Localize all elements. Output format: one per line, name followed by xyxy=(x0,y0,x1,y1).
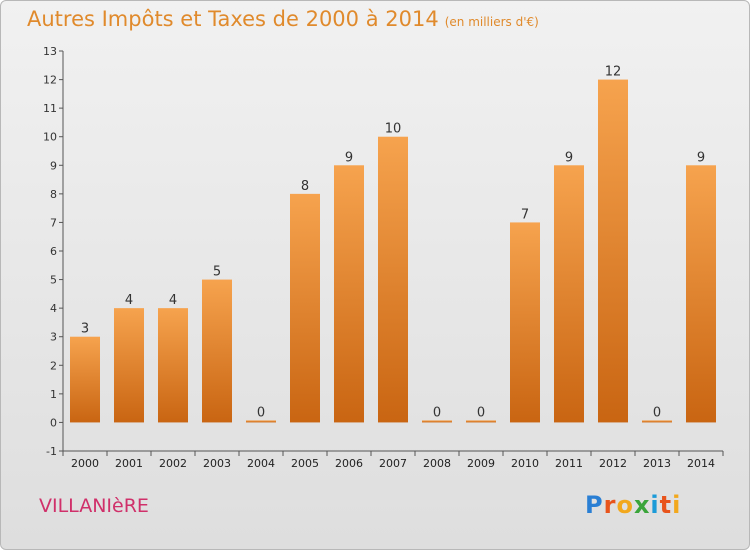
data-label: 0 xyxy=(477,405,485,420)
place-name: VILLANIèRE xyxy=(39,495,149,517)
chart-title: Autres Impôts et Taxes de 2000 à 2014 (en… xyxy=(27,7,539,31)
y-tick-label: 12 xyxy=(43,74,57,87)
x-tick-label: 2008 xyxy=(423,457,451,470)
x-tick-label: 2001 xyxy=(115,457,143,470)
x-tick-label: 2012 xyxy=(599,457,627,470)
y-tick-label: 5 xyxy=(50,274,57,287)
x-tick-label: 2007 xyxy=(379,457,407,470)
x-tick-label: 2011 xyxy=(555,457,583,470)
data-label: 5 xyxy=(213,265,221,280)
data-label: 10 xyxy=(385,122,402,137)
x-tick-label: 2009 xyxy=(467,457,495,470)
data-label: 0 xyxy=(257,405,265,420)
x-tick-label: 2003 xyxy=(203,457,231,470)
data-label: 4 xyxy=(169,293,177,308)
bar xyxy=(158,308,188,423)
title-text: Autres Impôts et Taxes de 2000 à 2014 xyxy=(27,7,439,31)
logo-letter: i xyxy=(650,491,660,519)
y-tick-label: 8 xyxy=(50,188,57,201)
proxiti-logo: Proxiti xyxy=(585,491,681,519)
logo-letter: r xyxy=(603,491,617,519)
data-label: 7 xyxy=(521,207,529,222)
unit-label: (en milliers d'€) xyxy=(444,15,539,29)
data-label: 12 xyxy=(605,65,622,80)
bar xyxy=(466,420,496,423)
bar xyxy=(246,420,276,423)
x-tick-label: 2004 xyxy=(247,457,275,470)
bar xyxy=(642,420,672,423)
data-label: 4 xyxy=(125,293,133,308)
y-tick-label: 10 xyxy=(43,131,57,144)
y-tick-label: 11 xyxy=(43,102,57,115)
bar xyxy=(202,279,232,423)
bar xyxy=(70,336,100,423)
bar xyxy=(114,308,144,423)
bar xyxy=(554,165,584,423)
x-tick-label: 2006 xyxy=(335,457,363,470)
y-tick-label: 3 xyxy=(50,331,57,344)
y-tick-label: 1 xyxy=(50,388,57,401)
x-tick-label: 2010 xyxy=(511,457,539,470)
data-label: 8 xyxy=(301,179,309,194)
x-tick-label: 2014 xyxy=(687,457,715,470)
y-tick-label: 13 xyxy=(43,45,57,58)
y-tick-label: 6 xyxy=(50,245,57,258)
x-tick-label: 2000 xyxy=(71,457,99,470)
logo-letter: P xyxy=(585,491,604,519)
y-tick-label: 2 xyxy=(50,359,57,372)
bar xyxy=(510,222,540,423)
logo-letter: x xyxy=(633,491,651,519)
data-label: 3 xyxy=(81,322,89,337)
logo-letter: t xyxy=(659,491,673,519)
bar xyxy=(686,165,716,423)
y-tick-label: -1 xyxy=(46,445,57,458)
x-tick-label: 2005 xyxy=(291,457,319,470)
y-tick-label: 4 xyxy=(50,302,57,315)
y-tick-label: 7 xyxy=(50,216,57,229)
data-label: 9 xyxy=(345,150,353,165)
bar xyxy=(378,136,408,423)
x-tick-label: 2002 xyxy=(159,457,187,470)
data-label: 0 xyxy=(433,405,441,420)
x-tick-label: 2013 xyxy=(643,457,671,470)
bar xyxy=(334,165,364,423)
data-label: 9 xyxy=(697,150,705,165)
bar xyxy=(422,420,452,423)
bar xyxy=(598,79,628,423)
data-label: 0 xyxy=(653,405,661,420)
y-tick-label: 9 xyxy=(50,159,57,172)
bar xyxy=(290,193,320,423)
bars: 3 4 4 5 0 8 9 10 0 0 7 9 12 0 9 xyxy=(70,65,716,423)
y-tick-label: 0 xyxy=(50,416,57,429)
logo-letter: i xyxy=(672,491,682,519)
logo-letter: o xyxy=(616,491,634,519)
data-label: 9 xyxy=(565,150,573,165)
